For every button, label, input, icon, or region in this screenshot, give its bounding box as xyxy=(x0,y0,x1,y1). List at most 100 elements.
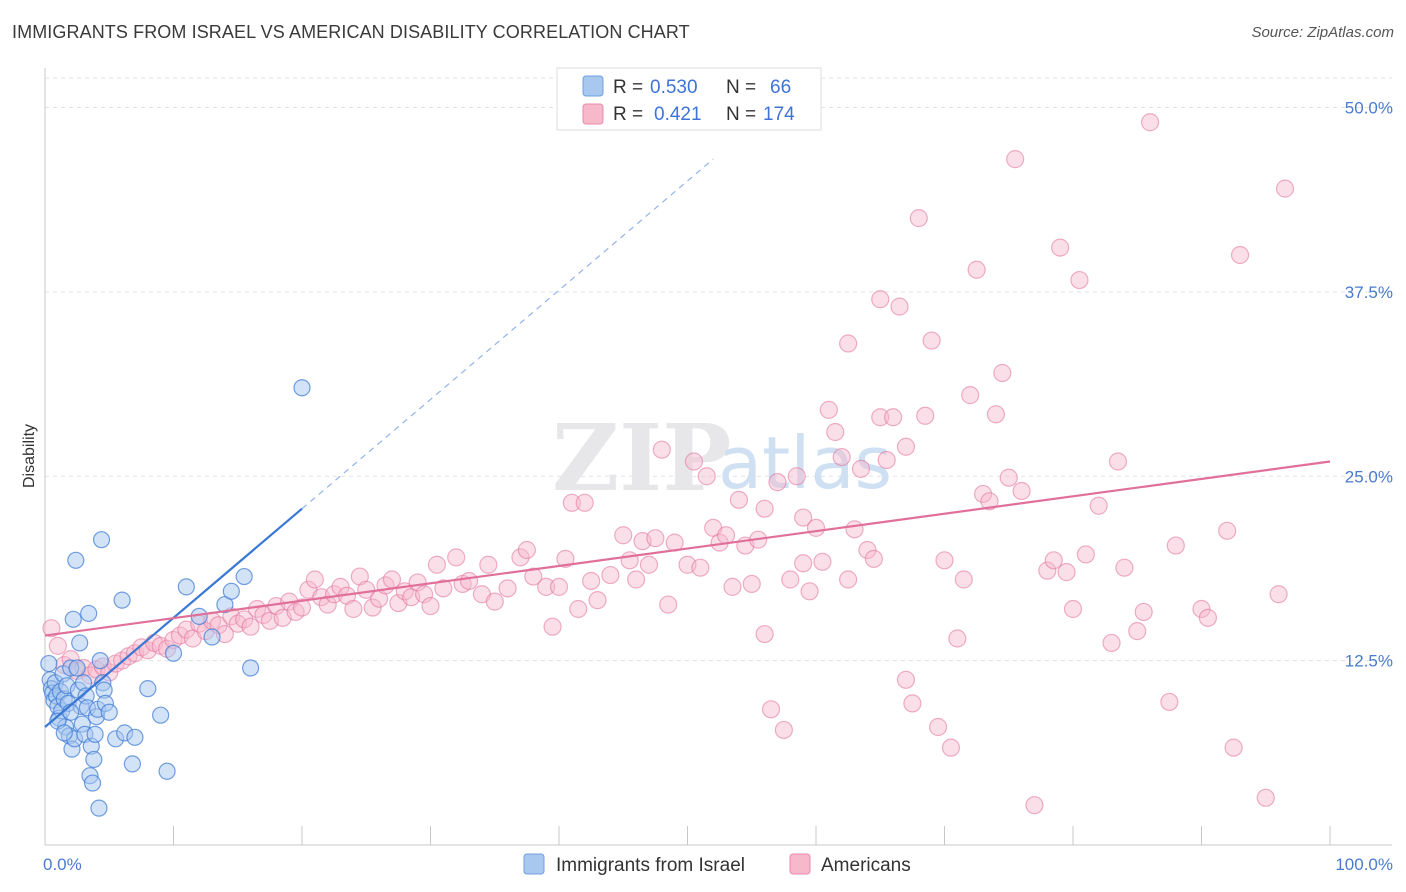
americans-point xyxy=(896,670,916,689)
israel-point xyxy=(242,659,260,677)
americans-point xyxy=(543,617,562,636)
americans-point xyxy=(1038,561,1057,580)
israel-point xyxy=(158,762,176,780)
americans-point xyxy=(890,297,909,316)
americans-points xyxy=(42,113,1295,815)
israel-point xyxy=(92,531,111,549)
americans-point xyxy=(524,567,543,586)
americans-point xyxy=(993,363,1012,383)
americans-point xyxy=(967,260,986,279)
americans-point xyxy=(537,577,556,596)
israel-point xyxy=(113,591,131,609)
israel-point xyxy=(83,774,102,792)
americans-point xyxy=(800,582,819,601)
americans-point xyxy=(1140,113,1160,132)
americans-point xyxy=(1076,545,1095,564)
americans-point xyxy=(1269,585,1288,604)
americans-point xyxy=(768,473,787,492)
israel-point xyxy=(164,644,183,662)
bottom-legend-label-israel: Immigrants from Israel xyxy=(556,855,745,876)
americans-point xyxy=(871,408,890,427)
bottom-legend-label-americans: Americans xyxy=(821,855,911,876)
americans-point xyxy=(639,555,659,574)
americans-point xyxy=(459,571,479,591)
americans-point xyxy=(845,520,864,539)
legend-n-value-americans: 174 xyxy=(763,104,795,125)
americans-point xyxy=(1044,551,1063,570)
legend-r-label-americans: R = xyxy=(613,104,643,125)
americans-point xyxy=(1198,608,1218,627)
americans-point xyxy=(973,484,993,504)
americans-point xyxy=(871,290,890,309)
americans-point xyxy=(1218,521,1237,540)
americans-point xyxy=(813,552,832,571)
americans-point xyxy=(305,570,324,589)
israel-point xyxy=(80,604,98,623)
watermark-atlas: atlas xyxy=(718,421,892,505)
israel-point xyxy=(235,567,253,586)
americans-point xyxy=(1025,796,1044,815)
americans-point xyxy=(1166,536,1185,555)
israel-point xyxy=(91,652,109,670)
legend-n-label-israel: N = xyxy=(726,77,756,98)
israel-trend-extension xyxy=(301,158,714,510)
americans-point xyxy=(980,492,999,511)
y-tick-label: 12.5% xyxy=(1345,652,1393,671)
americans-point xyxy=(1128,622,1147,641)
americans-point xyxy=(839,570,858,589)
americans-point xyxy=(909,209,928,228)
israel-point xyxy=(126,728,144,746)
americans-point xyxy=(1070,270,1089,290)
americans-point xyxy=(864,549,883,568)
americans-point xyxy=(582,571,601,591)
americans-point xyxy=(903,694,922,713)
americans-point xyxy=(851,459,871,478)
americans-point xyxy=(601,565,620,585)
trend-lines xyxy=(44,158,1331,728)
israel-point xyxy=(64,610,82,628)
americans-point xyxy=(414,585,434,604)
americans-point xyxy=(806,518,826,537)
legend-n-value-israel: 66 xyxy=(770,77,791,98)
americans-point xyxy=(42,619,61,638)
israel-point xyxy=(68,659,86,677)
americans-point xyxy=(794,508,813,527)
americans-point xyxy=(292,598,312,617)
bottom-legend-swatch-americans xyxy=(789,853,811,875)
y-axis-label: Disability xyxy=(21,424,38,488)
israel-point xyxy=(90,799,108,817)
americans-point xyxy=(794,554,813,573)
israel-point xyxy=(222,582,240,600)
americans-point xyxy=(479,555,498,574)
y-tick-label: 25.0% xyxy=(1345,467,1393,486)
americans-point xyxy=(684,452,704,471)
chart-title: IMMIGRANTS FROM ISRAEL VS AMERICAN DISAB… xyxy=(12,22,690,42)
legend-r-value-israel: 0.530 xyxy=(650,77,698,98)
americans-point xyxy=(235,610,254,629)
americans-point xyxy=(659,595,678,614)
americans-point xyxy=(819,400,838,419)
americans-point xyxy=(948,629,967,648)
americans-point xyxy=(427,555,447,574)
americans-point xyxy=(774,720,793,740)
americans-point xyxy=(826,422,845,442)
y-tick-label: 37.5% xyxy=(1345,283,1393,302)
israel-point xyxy=(100,703,118,721)
x-tick-label-min: 0.0% xyxy=(43,855,82,874)
americans-point xyxy=(761,700,781,719)
israel-point xyxy=(123,755,141,773)
americans-point xyxy=(1057,563,1076,582)
americans-point xyxy=(344,599,363,619)
americans-point xyxy=(646,529,665,548)
americans-point xyxy=(1230,245,1250,265)
americans-point xyxy=(1063,599,1083,619)
americans-point xyxy=(729,490,749,509)
americans-point xyxy=(1108,452,1128,471)
americans-point xyxy=(755,624,774,644)
bottom-legend-swatch-israel xyxy=(523,853,545,875)
americans-point xyxy=(569,599,588,619)
americans-point xyxy=(941,738,961,757)
americans-point xyxy=(896,437,916,456)
americans-point xyxy=(421,596,440,616)
